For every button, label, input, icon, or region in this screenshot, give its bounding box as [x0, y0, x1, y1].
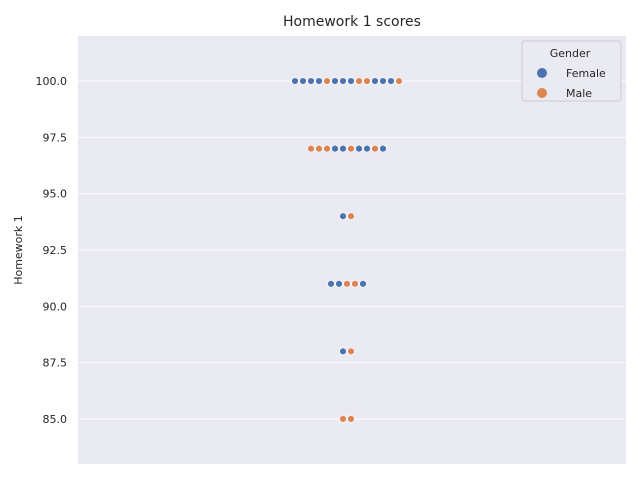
legend-box: [521, 40, 622, 102]
y-tick-label: 95.0: [43, 188, 68, 201]
data-point-female: [359, 280, 367, 288]
data-point-female: [355, 144, 363, 153]
data-point-female: [331, 144, 339, 153]
data-point-female: [331, 77, 339, 85]
data-point-male: [339, 415, 347, 423]
legend-label-male: Male: [566, 87, 592, 100]
legend-marker-female: [537, 68, 547, 78]
data-point-female: [387, 77, 395, 85]
data-point-male: [363, 77, 371, 85]
data-point-male: [307, 144, 315, 153]
data-point-female: [315, 77, 323, 85]
data-point-male: [343, 280, 351, 288]
data-point-male: [323, 144, 331, 153]
legend-label-female: Female: [566, 67, 606, 80]
data-point-female: [335, 280, 343, 288]
data-point-female: [327, 280, 335, 288]
data-points: [291, 77, 403, 423]
y-tick-label: 97.5: [43, 131, 68, 144]
y-tick-label: 85.0: [43, 413, 68, 426]
data-point-female: [371, 77, 379, 85]
data-point-male: [347, 415, 355, 423]
legend-marker-male: [537, 88, 547, 98]
y-axis-ticks: 85.0 87.5 90.0 92.5 95.0 97.5 100.0: [36, 75, 68, 426]
y-tick-label: 87.5: [43, 357, 68, 370]
data-point-male: [323, 77, 331, 85]
data-point-male: [347, 144, 355, 153]
data-point-female: [363, 144, 371, 153]
data-point-male: [351, 280, 359, 288]
y-tick-label: 100.0: [36, 75, 68, 88]
data-point-male: [355, 77, 363, 85]
data-point-female: [291, 77, 299, 85]
data-point-female: [339, 347, 347, 356]
data-point-female: [339, 77, 347, 85]
data-point-female: [339, 144, 347, 153]
data-point-male: [315, 144, 323, 153]
y-axis-label: Homework 1: [12, 215, 25, 285]
y-tick-label: 90.0: [43, 300, 68, 313]
legend-title: Gender: [550, 47, 591, 60]
data-point-male: [347, 347, 355, 356]
chart-title: Homework 1 scores: [283, 14, 421, 30]
y-tick-label: 92.5: [43, 244, 68, 257]
data-point-female: [347, 77, 355, 85]
data-point-male: [395, 77, 403, 85]
data-point-male: [347, 212, 355, 220]
data-point-female: [379, 144, 387, 153]
data-point-female: [307, 77, 315, 85]
data-point-female: [379, 77, 387, 85]
data-point-male: [371, 144, 379, 153]
data-point-female: [299, 77, 307, 85]
legend: Gender Female Male: [521, 40, 622, 102]
data-point-female: [339, 212, 347, 220]
